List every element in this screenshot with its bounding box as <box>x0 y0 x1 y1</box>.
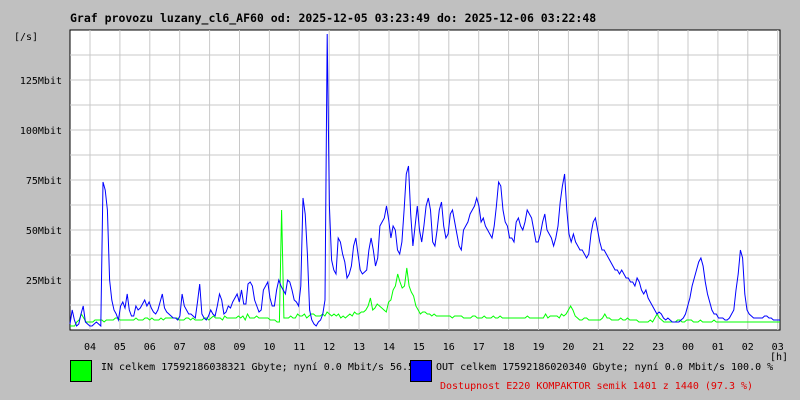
y-axis: 25Mbit 50Mbit 75Mbit 100Mbit 125Mbit <box>20 76 62 287</box>
y-axis-label: [/s] <box>14 32 38 43</box>
x-tick-label: 12 <box>323 342 335 353</box>
x-tick-label: 08 <box>204 342 216 353</box>
x-tick-label: 22 <box>622 342 634 353</box>
series-group <box>69 33 780 328</box>
x-tick-label: 03 <box>772 342 784 353</box>
y-tick-label: 25Mbit <box>26 276 62 287</box>
x-tick-label: 02 <box>742 342 754 353</box>
x-tick-label: 19 <box>532 342 544 353</box>
x-axis: 04 05 06 07 08 09 10 11 12 13 14 15 16 17 18 19 20 21 22 23… <box>84 342 784 353</box>
y-tick-label: 50Mbit <box>26 226 62 237</box>
x-tick-label: 05 <box>114 342 126 353</box>
y-tick-label: 75Mbit <box>26 176 62 187</box>
series-line-in <box>70 209 780 327</box>
y-tick-label: 125Mbit <box>20 76 62 87</box>
x-tick-label: 15 <box>413 342 425 353</box>
chart-title: Graf provozu luzany_cl6_AF60 od: 2025-12… <box>70 11 597 25</box>
x-tick-label: 10 <box>263 342 275 353</box>
legend-in-text: IN celkem 17592186038321 Gbyte; nyní 0.0… <box>101 362 427 373</box>
x-tick-label: 01 <box>712 342 724 353</box>
x-axis-label: [h] <box>770 352 788 363</box>
legend-swatch-out <box>410 360 432 382</box>
y-tick-label: 100Mbit <box>20 126 62 137</box>
x-tick-label: 14 <box>383 342 395 353</box>
x-tick-label: 00 <box>682 342 694 353</box>
availability-note: Dostupnost E220 KOMPAKTOR semik 1401 z 1… <box>440 381 754 392</box>
grid-lines <box>70 30 780 330</box>
x-tick-label: 16 <box>443 342 455 353</box>
series-line-out <box>69 33 780 328</box>
legend-swatch-in <box>70 360 92 382</box>
x-tick-label: 11 <box>293 342 305 353</box>
x-tick-label: 20 <box>562 342 574 353</box>
x-tick-label: 07 <box>174 342 186 353</box>
x-tick-label: 13 <box>353 342 365 353</box>
x-tick-label: 23 <box>652 342 664 353</box>
legend-out-text: OUT celkem 17592186020340 Gbyte; nyní 0.… <box>436 362 774 373</box>
x-tick-label: 17 <box>473 342 485 353</box>
x-tick-label: 09 <box>233 342 245 353</box>
x-tick-label: 21 <box>592 342 604 353</box>
x-tick-label: 18 <box>503 342 515 353</box>
x-tick-label: 06 <box>144 342 156 353</box>
x-tick-label: 04 <box>84 342 96 353</box>
